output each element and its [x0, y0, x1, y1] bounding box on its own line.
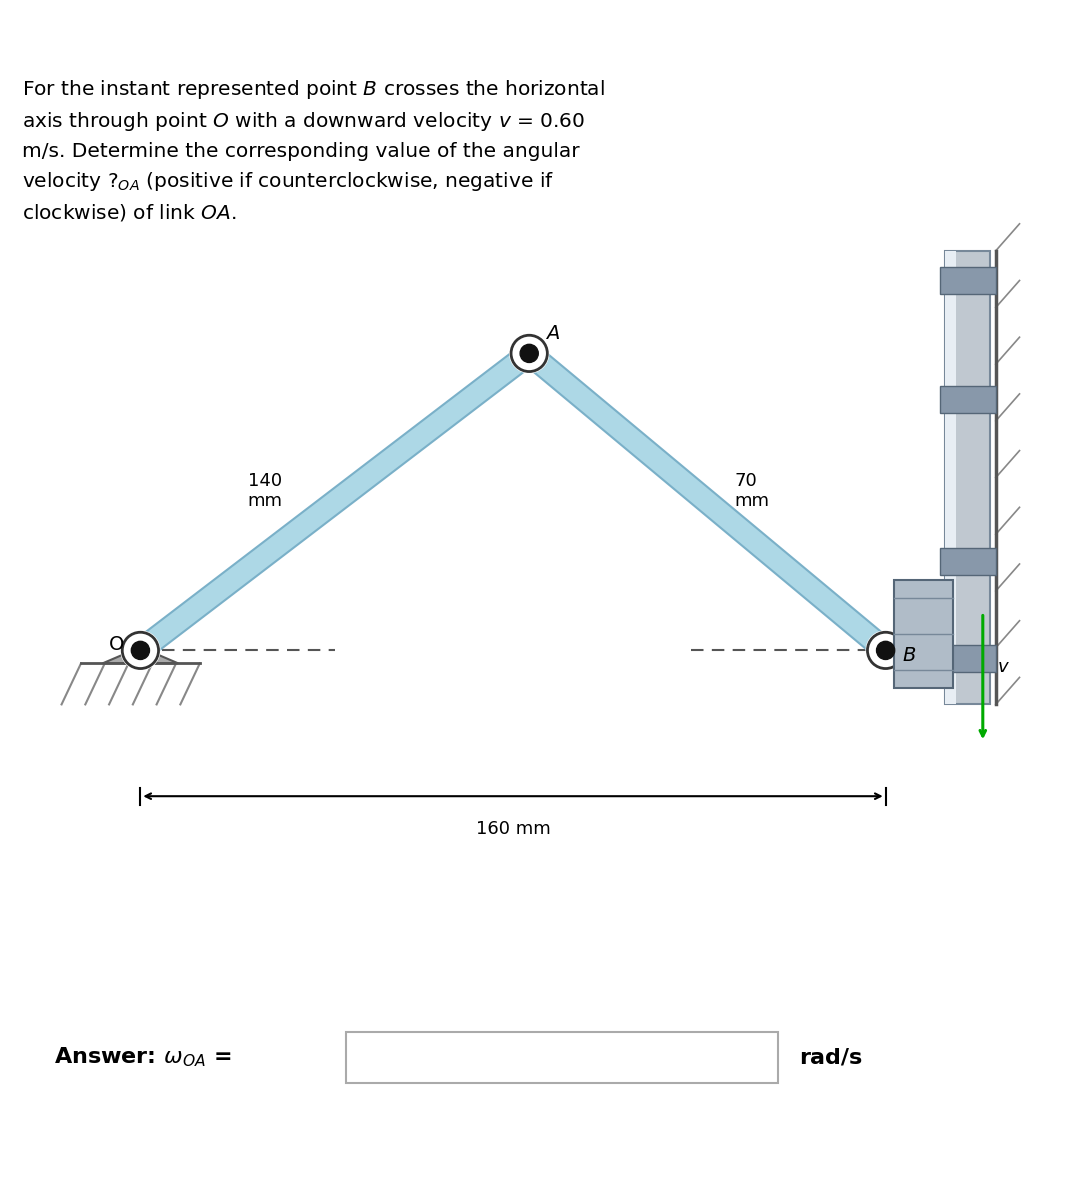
Polygon shape — [522, 345, 893, 660]
Bar — [945, 251, 990, 704]
Circle shape — [521, 344, 538, 363]
Text: rad/s: rad/s — [799, 1047, 863, 1067]
Circle shape — [877, 642, 894, 660]
Bar — [945, 251, 957, 704]
Circle shape — [121, 631, 160, 670]
Bar — [894, 580, 953, 688]
Circle shape — [866, 631, 905, 670]
Polygon shape — [134, 344, 536, 660]
Bar — [940, 547, 996, 574]
Circle shape — [132, 642, 149, 660]
Text: 140
mm: 140 mm — [247, 472, 282, 511]
Polygon shape — [103, 648, 178, 663]
Text: 160 mm: 160 mm — [475, 820, 551, 838]
Text: $v$: $v$ — [997, 657, 1010, 676]
Text: For the instant represented point $B$ crosses the horizontal
axis through point : For the instant represented point $B$ cr… — [22, 78, 605, 223]
Text: $A$: $A$ — [545, 324, 561, 343]
Text: Answer: $\omega_{OA}$ =: Answer: $\omega_{OA}$ = — [54, 1046, 232, 1070]
Text: 70
mm: 70 mm — [734, 472, 769, 511]
Text: $B$: $B$ — [902, 647, 916, 665]
Bar — [940, 385, 996, 413]
Bar — [940, 267, 996, 294]
Bar — [940, 645, 996, 673]
FancyBboxPatch shape — [346, 1032, 778, 1084]
Circle shape — [510, 335, 549, 372]
Text: O: O — [109, 636, 124, 655]
